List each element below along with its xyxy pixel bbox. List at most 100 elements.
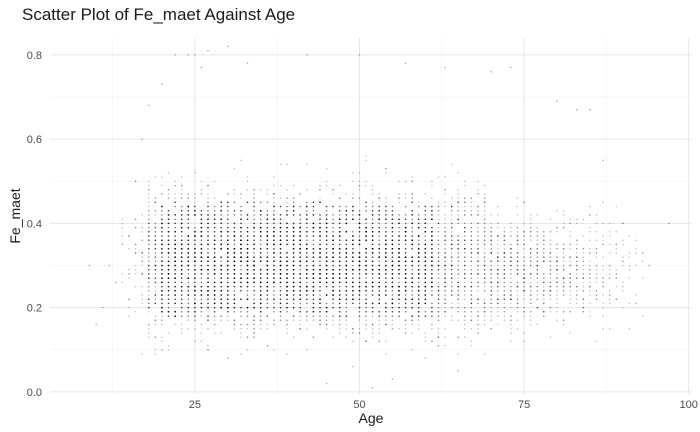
scatter-point — [259, 268, 262, 271]
scatter-point — [358, 243, 361, 246]
scatter-point — [437, 273, 440, 275]
scatter-point — [332, 214, 334, 216]
scatter-point — [371, 218, 374, 220]
scatter-point — [292, 197, 295, 199]
scatter-point — [154, 226, 157, 229]
scatter-point — [273, 193, 275, 195]
scatter-point — [457, 264, 459, 267]
scatter-point — [345, 231, 348, 233]
scatter-point — [437, 264, 440, 267]
scatter-point — [391, 273, 394, 275]
scatter-point — [319, 184, 321, 187]
scatter-point — [464, 247, 466, 250]
scatter-point — [417, 218, 420, 220]
scatter-point — [279, 319, 282, 322]
scatter-point — [213, 298, 216, 300]
scatter-point — [352, 281, 354, 284]
scatter-point — [332, 285, 334, 288]
scatter-point — [398, 298, 400, 300]
scatter-point — [404, 252, 407, 254]
scatter-point — [148, 214, 150, 216]
scatter-point — [220, 260, 222, 263]
scatter-point — [490, 290, 492, 292]
scatter-point — [200, 222, 203, 225]
scatter-point — [174, 290, 176, 292]
scatter-point — [154, 247, 157, 250]
scatter-point — [207, 349, 209, 351]
scatter-point — [306, 256, 308, 258]
scatter-point — [457, 285, 459, 288]
scatter-point — [431, 239, 433, 241]
scatter-point — [477, 332, 479, 334]
scatter-point — [227, 256, 229, 258]
scatter-point — [273, 247, 275, 250]
scatter-point — [312, 336, 315, 338]
scatter-point — [457, 235, 459, 237]
scatter-point — [444, 252, 446, 254]
scatter-point — [154, 243, 157, 246]
scatter-point — [431, 311, 433, 313]
scatter-point — [194, 231, 196, 233]
scatter-point — [385, 239, 387, 241]
scatter-point — [404, 180, 407, 182]
scatter-point — [148, 222, 150, 225]
scatter-point — [306, 188, 308, 191]
scatter-point — [240, 353, 242, 355]
scatter-point — [385, 268, 387, 271]
scatter-point — [167, 298, 170, 300]
scatter-point — [464, 281, 466, 284]
scatter-point — [180, 226, 183, 229]
scatter-point — [148, 256, 150, 258]
scatter-point — [233, 306, 236, 309]
scatter-point — [398, 264, 400, 267]
scatter-point — [319, 197, 321, 199]
scatter-point — [148, 184, 150, 187]
scatter-point — [207, 306, 209, 309]
scatter-point — [194, 302, 196, 305]
scatter-point — [457, 264, 459, 267]
scatter-point — [332, 302, 334, 305]
scatter-point — [292, 209, 295, 212]
scatter-point — [134, 268, 137, 271]
scatter-point — [332, 243, 334, 246]
scatter-point — [404, 218, 407, 220]
scatter-point — [398, 268, 400, 271]
scatter-point — [174, 298, 176, 300]
scatter-point — [266, 277, 269, 279]
scatter-point — [325, 260, 328, 263]
scatter-point — [312, 268, 315, 271]
scatter-point — [457, 201, 459, 204]
scatter-point — [220, 290, 222, 292]
scatter-point — [253, 201, 255, 204]
scatter-point — [483, 290, 486, 292]
scatter-point — [365, 218, 367, 220]
scatter-point — [148, 218, 150, 220]
scatter-point — [437, 256, 440, 258]
scatter-point — [365, 201, 367, 204]
scatter-point — [371, 205, 374, 208]
scatter-point — [325, 231, 328, 233]
scatter-point — [148, 306, 150, 309]
scatter-point — [332, 205, 334, 208]
scatter-point — [457, 256, 459, 258]
scatter-point — [299, 277, 301, 279]
scatter-point — [200, 311, 203, 313]
scatter-point — [477, 209, 479, 212]
scatter-point — [457, 235, 459, 237]
scatter-point — [391, 222, 394, 225]
scatter-point — [411, 231, 413, 233]
scatter-point — [470, 277, 473, 279]
scatter-point — [194, 193, 196, 195]
scatter-point — [464, 180, 466, 182]
scatter-point — [378, 315, 380, 317]
scatter-point — [319, 247, 321, 250]
scatter-point — [134, 243, 137, 246]
scatter-point — [154, 268, 157, 271]
scatter-point — [154, 294, 157, 296]
scatter-point — [187, 285, 190, 288]
scatter-point — [411, 281, 413, 284]
scatter-point — [266, 231, 269, 233]
scatter-point — [286, 323, 288, 326]
scatter-point — [148, 285, 150, 288]
scatter-point — [352, 231, 354, 233]
